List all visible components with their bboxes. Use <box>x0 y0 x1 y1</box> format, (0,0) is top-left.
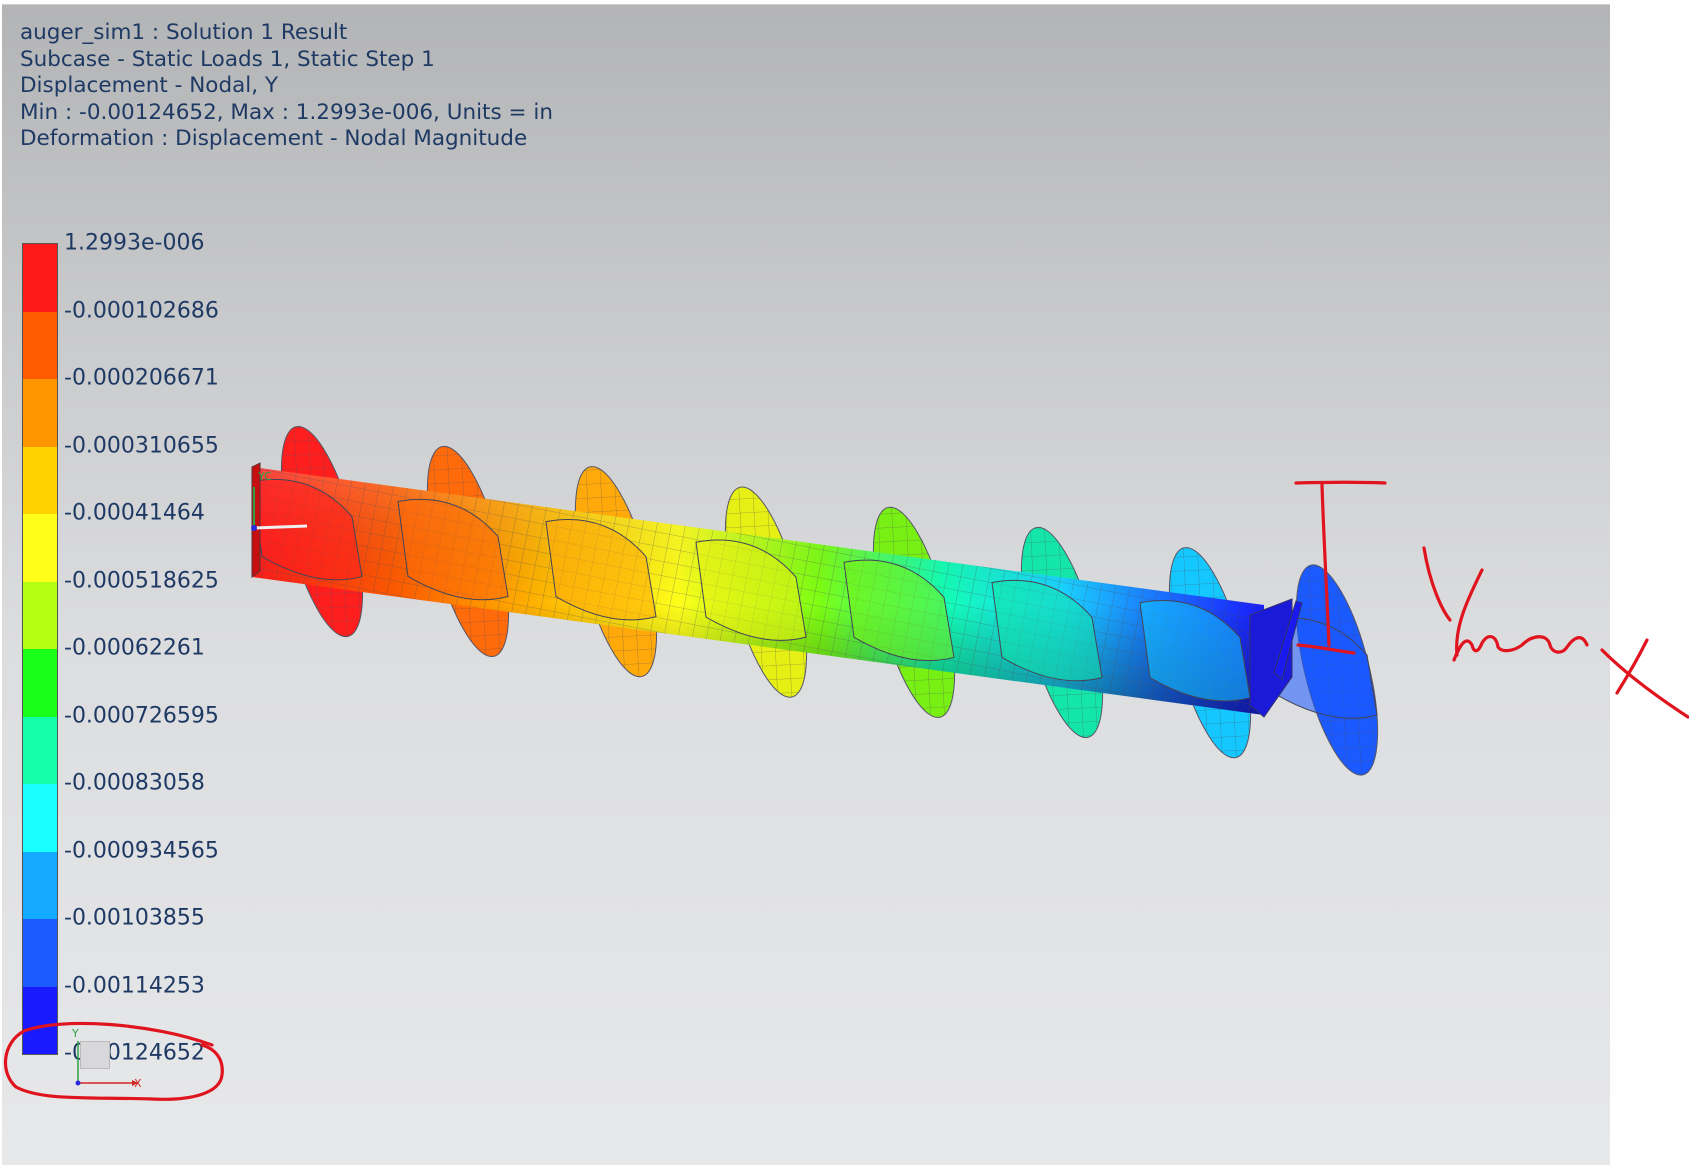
graphics-viewport[interactable]: auger_sim1 : Solution 1 Result Subcase -… <box>2 4 1689 1165</box>
hand-x-stroke2 <box>1615 638 1649 695</box>
legend-label: -0.00114253 <box>64 973 205 998</box>
subcase-line: Subcase - Static Loads 1, Static Step 1 <box>20 46 435 72</box>
legend-color-segment <box>23 244 57 312</box>
auger-flight-front <box>695 539 807 641</box>
result-header: auger_sim1 : Solution 1 Result Subcase -… <box>20 20 553 153</box>
legend-label: -0.000310655 <box>64 433 219 458</box>
auger-end-flight <box>1273 600 1303 680</box>
legend-color-segment <box>23 784 57 852</box>
result-title: auger_sim1 : Solution 1 Result <box>20 20 348 45</box>
legend-label: -0.00062261 <box>64 635 205 661</box>
model-triad-label: YC <box>257 470 272 483</box>
auger-flight-front <box>991 579 1103 682</box>
legend-color-segment <box>23 581 57 649</box>
auger-flights-front <box>251 478 1378 719</box>
hand-x-stroke1 <box>1600 648 1689 719</box>
legend-label: 1.2993e-006 <box>64 230 205 256</box>
auger-flight-front <box>545 519 657 621</box>
auger-flight-front <box>843 559 955 662</box>
triad-x-label: X <box>134 1077 142 1090</box>
deformation-line: Deformation : Displacement - Nodal Magni… <box>20 126 528 151</box>
legend-color-segment <box>23 716 57 784</box>
auger-flight-front <box>251 478 363 581</box>
legend-label: -0.00041464 <box>64 500 205 526</box>
legend-color-segment <box>23 446 57 514</box>
auger-model[interactable]: YC <box>2 5 1610 1165</box>
color-legend-bar <box>22 243 58 1055</box>
view-triad: Y X <box>72 1027 142 1093</box>
legend-label: -0.000102686 <box>64 298 219 323</box>
legend-color-segment <box>23 311 57 379</box>
result-type-line: Displacement - Nodal, Y <box>20 73 279 98</box>
triad-y-label: Y <box>72 1027 79 1040</box>
legend-color-segment <box>23 851 57 919</box>
auger-flight-front <box>1266 617 1378 719</box>
legend-label: -0.000934565 <box>64 838 219 863</box>
legend-label: -0.000206671 <box>64 365 219 391</box>
legend-color-segment <box>23 649 57 717</box>
legend-color-segment <box>23 919 57 987</box>
auger-flight-front <box>397 498 509 601</box>
legend-label: -0.00083058 <box>64 770 205 796</box>
model-triad: YC <box>251 470 308 531</box>
legend-label: -0.000726595 <box>64 703 219 728</box>
legend-color-segment <box>23 514 57 582</box>
auger-end-cap <box>1249 598 1293 718</box>
legend-label: -0.000518625 <box>64 568 219 593</box>
view-triad-axes <box>75 1041 138 1086</box>
legend-label: -0.00103855 <box>64 905 205 931</box>
legend-color-segment <box>23 379 57 447</box>
min-max-line: Min : -0.00124652, Max : 1.2993e-006, Un… <box>20 99 553 125</box>
